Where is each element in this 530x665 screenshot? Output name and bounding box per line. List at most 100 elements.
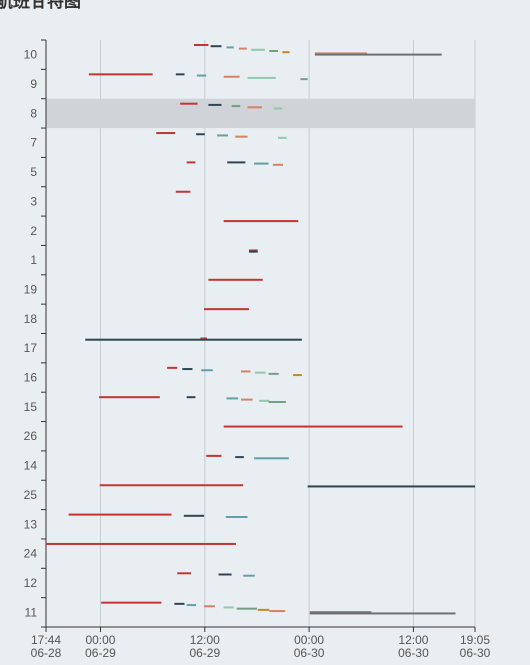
flight-bar: [293, 374, 302, 377]
flight-bar: [248, 249, 258, 252]
y-tick-label: 8: [30, 106, 37, 120]
highlight-row: [46, 98, 475, 129]
y-tick-label: 14: [24, 459, 38, 473]
y-tick-label: 12: [24, 576, 38, 590]
y-tick-label: 9: [30, 77, 37, 91]
x-tick-time-label: 12:00: [190, 633, 220, 647]
flight-bar: [226, 397, 239, 400]
axes: 10987532119181716152614251324121117:4406…: [24, 39, 491, 660]
flight-bar: [196, 133, 205, 136]
y-tick-label: 18: [24, 312, 38, 326]
flight-bar: [241, 370, 251, 373]
x-tick-date-label: 06-28: [31, 646, 62, 660]
y-tick-label: 19: [24, 282, 38, 296]
flight-bar: [218, 573, 232, 576]
flight-bar: [247, 76, 276, 79]
flight-bar: [238, 47, 247, 50]
flight-bar: [186, 396, 196, 399]
flight-bar: [241, 398, 253, 401]
chart-title: 航班甘特图: [0, 0, 81, 11]
flight-bar: [223, 425, 403, 428]
flight-bar: [247, 106, 263, 109]
flight-bar: [68, 513, 172, 516]
x-tick-time-label: 12:00: [398, 633, 428, 647]
flight-bar: [101, 601, 162, 604]
highlight-band: [46, 98, 475, 129]
flight-bar: [85, 338, 302, 341]
y-tick-label: 26: [24, 429, 38, 443]
flight-bar: [272, 163, 284, 166]
flight-bar: [235, 456, 244, 459]
flight-bar: [204, 308, 249, 311]
flight-bar: [259, 399, 270, 402]
flight-bar: [201, 369, 213, 372]
flight-bar: [217, 134, 228, 137]
flight-bar: [46, 542, 236, 545]
flight-bar: [226, 46, 234, 49]
x-tick-date-label: 06-30: [460, 646, 491, 660]
flight-bar: [196, 74, 207, 77]
flight-bar: [254, 457, 289, 460]
x-tick-time-label: 19:05: [460, 633, 490, 647]
flight-bar: [210, 45, 222, 48]
flight-bars: [46, 44, 475, 615]
flight-bar: [182, 368, 193, 371]
y-tick-label: 10: [24, 48, 38, 62]
flight-bar: [225, 516, 248, 518]
flight-bar: [200, 337, 207, 340]
flight-bar: [175, 73, 185, 76]
flight-bar: [231, 105, 241, 108]
flight-bar: [314, 53, 442, 56]
flight-bar: [254, 371, 266, 374]
flight-bar: [273, 107, 283, 110]
flight-bar: [277, 136, 287, 139]
flight-bar: [251, 48, 265, 51]
flight-bar: [186, 604, 197, 607]
flight-bar: [99, 396, 160, 399]
flight-bar: [156, 132, 176, 135]
flight-bar: [257, 608, 270, 611]
x-tick-time-label: 00:00: [85, 633, 115, 647]
y-tick-label: 3: [30, 194, 37, 208]
y-tick-label: 24: [24, 547, 38, 561]
y-tick-label: 15: [24, 400, 38, 414]
flight-bar: [177, 572, 192, 575]
y-tick-label: 7: [30, 136, 37, 150]
flight-bar: [180, 102, 198, 105]
flight-bar: [223, 220, 299, 223]
flight-bar: [174, 602, 185, 605]
flight-bar: [235, 135, 248, 138]
flight-bar: [223, 75, 240, 78]
x-tick-time-label: 17:44: [31, 633, 61, 647]
flight-bar: [309, 612, 456, 615]
grid-lines: [99, 40, 476, 627]
y-tick-label: 1: [30, 253, 37, 267]
flight-bar: [309, 611, 372, 614]
y-tick-label: 5: [30, 165, 37, 179]
y-tick-label: 11: [25, 605, 38, 619]
flight-bar: [88, 73, 153, 76]
y-tick-label: 16: [24, 371, 38, 385]
x-tick-date-label: 06-30: [398, 646, 429, 660]
flight-bar: [208, 103, 222, 106]
flight-bar: [300, 78, 308, 81]
x-tick-date-label: 06-29: [189, 646, 220, 660]
flight-bar: [268, 372, 279, 375]
flight-bar: [269, 50, 278, 52]
flight-bar: [236, 607, 257, 610]
x-tick-time-label: 00:00: [294, 633, 324, 647]
y-tick-label: 25: [24, 488, 38, 502]
flight-bar: [269, 610, 286, 613]
flight-bar: [175, 190, 191, 193]
flight-bar: [282, 51, 290, 54]
flight-bar: [193, 44, 209, 46]
flight-bar: [243, 574, 255, 577]
flight-bar: [206, 454, 222, 457]
x-tick-date-label: 06-30: [294, 646, 325, 660]
flight-bar: [314, 52, 368, 55]
flight-bar: [307, 485, 475, 488]
flight-bar: [186, 161, 196, 164]
x-tick-date-label: 06-29: [85, 646, 116, 660]
y-tick-label: 13: [24, 517, 38, 531]
